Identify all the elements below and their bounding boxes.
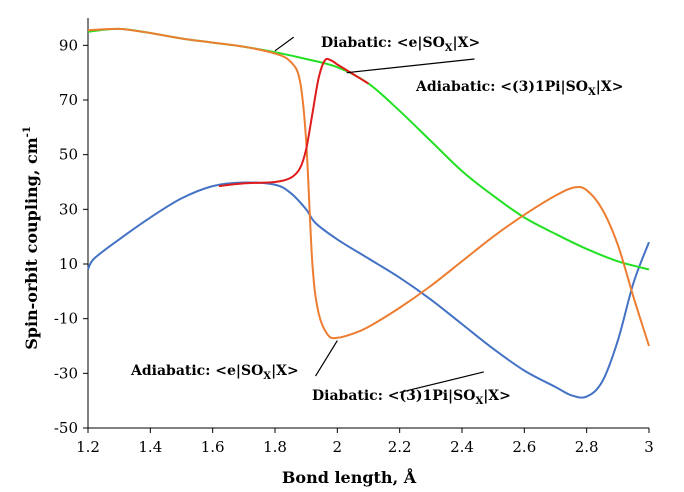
series-lines [87, 27, 650, 399]
leader-diabatic-pi [399, 371, 484, 394]
annotation-leader-lines [274, 36, 484, 394]
y-tick-label: -30 [54, 364, 78, 382]
leader-adiabatic-pi [346, 58, 475, 74]
y-axis-title: Spin-orbit coupling, cm-1 [22, 126, 41, 350]
x-tick-label: 3 [644, 438, 654, 456]
y-tick-label: 10 [59, 255, 78, 273]
x-tick-label: 1.4 [138, 438, 162, 456]
y-tick-label: -50 [54, 419, 78, 437]
leader-adiabatic-e [315, 340, 338, 377]
y-tick-label: 50 [59, 146, 78, 164]
x-tick-label: 1.2 [76, 438, 100, 456]
x-tick-label: 1.6 [201, 438, 225, 456]
series-line-adiabatic-e [87, 27, 650, 347]
annotation-diabatic-pi: Diabatic: <(3)1Pi|SOX|X> [312, 388, 511, 407]
series-line-adiabatic-pi [218, 57, 370, 188]
x-tick-label: 2.8 [575, 438, 599, 456]
x-tick-label: 2 [333, 438, 343, 456]
annotation-adiabatic-e: Adiabatic: <e|SOX|X> [130, 363, 299, 382]
y-tick-label: 70 [59, 91, 78, 109]
series-line-diabatic-pi [87, 181, 650, 399]
ticks: 1.2 1.4 1.6 1.8 2 2.2 2.4 2.6 2.8 3 -50 -30 -10 10 30 5… [54, 36, 654, 456]
x-axis-title: Bond length, Å [282, 466, 417, 487]
y-axis-title-main: Spin-orbit coupling, cm [22, 137, 41, 350]
leader-diabatic-e [274, 36, 295, 52]
plot-area: 1.2 1.4 1.6 1.8 2 2.2 2.4 2.6 2.8 3 -50 -30 -10 10 30 5… [54, 18, 654, 456]
x-tick-label: 2.2 [388, 438, 412, 456]
x-tick-label: 2.6 [512, 438, 536, 456]
annotation-adiabatic-pi: Adiabatic: <(3)1Pi|SOX|X> [415, 79, 623, 98]
x-tick-label: 2.4 [450, 438, 474, 456]
annotation-diabatic-e: Diabatic: <e|SOX|X> [321, 35, 480, 54]
y-axis-title-sup: -1 [22, 126, 33, 137]
y-tick-label: -10 [54, 310, 78, 328]
x-tick-label: 1.8 [263, 438, 287, 456]
y-tick-label: 30 [59, 200, 78, 218]
y-tick-label: 90 [59, 36, 78, 54]
